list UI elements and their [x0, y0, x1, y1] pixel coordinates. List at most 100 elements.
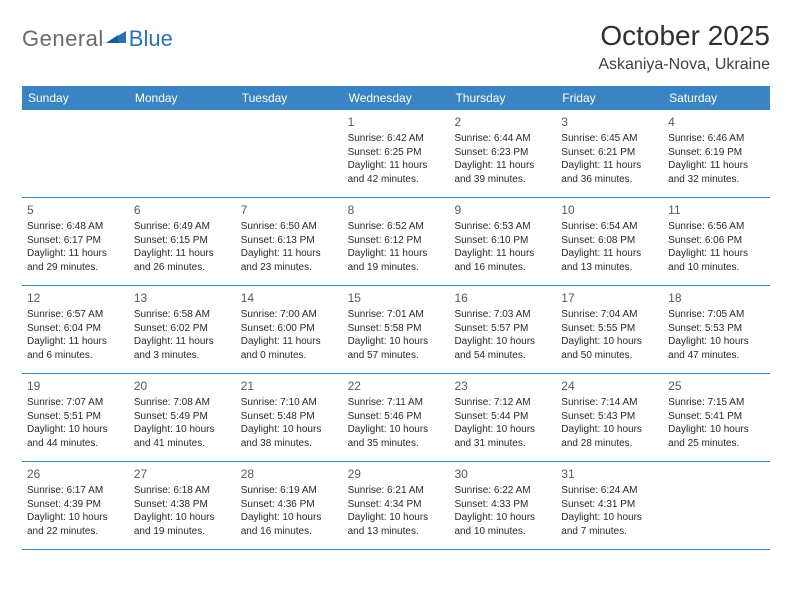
calendar-cell: 5 Sunrise: 6:48 AMSunset: 6:17 PMDaylight…: [22, 198, 129, 285]
sunrise-text: Sunrise: 7:14 AM: [561, 396, 658, 410]
daylight-text: Daylight: 10 hours and 31 minutes.: [454, 423, 551, 450]
daylight-text: Daylight: 11 hours and 42 minutes.: [348, 159, 445, 186]
calendar-cell: 16Sunrise: 7:03 AMSunset: 5:57 PMDayligh…: [449, 286, 556, 373]
calendar-cell: 19Sunrise: 7:07 AMSunset: 5:51 PMDayligh…: [22, 374, 129, 461]
day-number: 2: [454, 114, 551, 130]
calendar-cell: 31Sunrise: 6:24 AMSunset: 4:31 PMDayligh…: [556, 462, 663, 549]
sunrise-text: Sunrise: 6:17 AM: [27, 484, 124, 498]
calendar-cell: 3Sunrise: 6:45 AMSunset: 6:21 PMDaylight…: [556, 110, 663, 197]
daylight-text: Daylight: 11 hours and 10 minutes.: [668, 247, 765, 274]
sunset-text: Sunset: 4:33 PM: [454, 498, 551, 512]
daylight-text: Daylight: 11 hours and 6 minutes.: [27, 335, 124, 362]
sunset-text: Sunset: 5:41 PM: [668, 410, 765, 424]
sunrise-text: Sunrise: 6:58 AM: [134, 308, 231, 322]
day-number: 7: [241, 202, 338, 218]
sunset-text: Sunset: 6:23 PM: [454, 146, 551, 160]
calendar-cell: 14Sunrise: 7:00 AMSunset: 6:00 PMDayligh…: [236, 286, 343, 373]
calendar-header-row: Sunday Monday Tuesday Wednesday Thursday…: [22, 86, 770, 110]
calendar-cell: 22Sunrise: 7:11 AMSunset: 5:46 PMDayligh…: [343, 374, 450, 461]
sunset-text: Sunset: 5:49 PM: [134, 410, 231, 424]
daylight-text: Daylight: 11 hours and 13 minutes.: [561, 247, 658, 274]
calendar-cell: [22, 110, 129, 197]
sunset-text: Sunset: 6:19 PM: [668, 146, 765, 160]
daylight-text: Daylight: 10 hours and 7 minutes.: [561, 511, 658, 538]
calendar-cell: 23Sunrise: 7:12 AMSunset: 5:44 PMDayligh…: [449, 374, 556, 461]
calendar-row: 1Sunrise: 6:42 AMSunset: 6:25 PMDaylight…: [22, 110, 770, 198]
calendar-cell: 17Sunrise: 7:04 AMSunset: 5:55 PMDayligh…: [556, 286, 663, 373]
calendar-cell: 4Sunrise: 6:46 AMSunset: 6:19 PMDaylight…: [663, 110, 770, 197]
day-number: 8: [348, 202, 445, 218]
day-number: 18: [668, 290, 765, 306]
daylight-text: Daylight: 10 hours and 25 minutes.: [668, 423, 765, 450]
calendar-cell: 9Sunrise: 6:53 AMSunset: 6:10 PMDaylight…: [449, 198, 556, 285]
calendar-cell: 7 Sunrise: 6:50 AMSunset: 6:13 PMDaylight…: [236, 198, 343, 285]
daylight-text: Daylight: 11 hours and 0 minutes.: [241, 335, 338, 362]
calendar-row: 12Sunrise: 6:57 AMSunset: 6:04 PMDayligh…: [22, 286, 770, 374]
sunset-text: Sunset: 6:08 PM: [561, 234, 658, 248]
sunset-text: Sunset: 6:17 PM: [27, 234, 124, 248]
sunrise-text: Sunrise: 6:22 AM: [454, 484, 551, 498]
sunrise-text: Sunrise: 6:19 AM: [241, 484, 338, 498]
daylight-text: Daylight: 10 hours and 41 minutes.: [134, 423, 231, 450]
sunrise-text: Sunrise: 7:04 AM: [561, 308, 658, 322]
sunrise-text: Sunrise: 7:07 AM: [27, 396, 124, 410]
calendar: Sunday Monday Tuesday Wednesday Thursday…: [22, 86, 770, 550]
daylight-text: Daylight: 10 hours and 10 minutes.: [454, 511, 551, 538]
sunset-text: Sunset: 6:00 PM: [241, 322, 338, 336]
daylight-text: Daylight: 10 hours and 44 minutes.: [27, 423, 124, 450]
day-number: 5: [27, 202, 124, 218]
sunrise-text: Sunrise: 6:50 AM: [241, 220, 338, 234]
sunset-text: Sunset: 4:39 PM: [27, 498, 124, 512]
sunset-text: Sunset: 6:13 PM: [241, 234, 338, 248]
calendar-cell: [236, 110, 343, 197]
logo-triangle-icon: [106, 29, 126, 50]
sunrise-text: Sunrise: 6:18 AM: [134, 484, 231, 498]
calendar-cell: 2Sunrise: 6:44 AMSunset: 6:23 PMDaylight…: [449, 110, 556, 197]
sunset-text: Sunset: 6:02 PM: [134, 322, 231, 336]
calendar-row: 26Sunrise: 6:17 AMSunset: 4:39 PMDayligh…: [22, 462, 770, 550]
day-number: 25: [668, 378, 765, 394]
daylight-text: Daylight: 11 hours and 16 minutes.: [454, 247, 551, 274]
calendar-page: General Blue October 2025 Askaniya-Nova,…: [0, 0, 792, 570]
sunrise-text: Sunrise: 6:45 AM: [561, 132, 658, 146]
daylight-text: Daylight: 10 hours and 50 minutes.: [561, 335, 658, 362]
daylight-text: Daylight: 10 hours and 57 minutes.: [348, 335, 445, 362]
daylight-text: Daylight: 11 hours and 23 minutes.: [241, 247, 338, 274]
calendar-cell: 18Sunrise: 7:05 AMSunset: 5:53 PMDayligh…: [663, 286, 770, 373]
calendar-body: 1Sunrise: 6:42 AMSunset: 6:25 PMDaylight…: [22, 110, 770, 550]
day-number: 3: [561, 114, 658, 130]
day-number: 24: [561, 378, 658, 394]
sunrise-text: Sunrise: 6:48 AM: [27, 220, 124, 234]
day-number: 6: [134, 202, 231, 218]
sunrise-text: Sunrise: 6:42 AM: [348, 132, 445, 146]
daylight-text: Daylight: 10 hours and 38 minutes.: [241, 423, 338, 450]
weekday-header: Friday: [556, 86, 663, 110]
calendar-cell: [663, 462, 770, 549]
weekday-header: Saturday: [663, 86, 770, 110]
calendar-cell: 10Sunrise: 6:54 AMSunset: 6:08 PMDayligh…: [556, 198, 663, 285]
day-number: 27: [134, 466, 231, 482]
sunset-text: Sunset: 6:10 PM: [454, 234, 551, 248]
weekday-header: Wednesday: [343, 86, 450, 110]
calendar-cell: 27 Sunrise: 6:18 AMSunset: 4:38 PMDayligh…: [129, 462, 236, 549]
sunset-text: Sunset: 5:53 PM: [668, 322, 765, 336]
daylight-text: Daylight: 11 hours and 29 minutes.: [27, 247, 124, 274]
daylight-text: Daylight: 10 hours and 19 minutes.: [134, 511, 231, 538]
sunrise-text: Sunrise: 6:21 AM: [348, 484, 445, 498]
calendar-row: 5Sunrise: 6:48 AMSunset: 6:17 PMDaylight…: [22, 198, 770, 286]
daylight-text: Daylight: 10 hours and 16 minutes.: [241, 511, 338, 538]
day-number: 12: [27, 290, 124, 306]
day-number: 14: [241, 290, 338, 306]
sunrise-text: Sunrise: 7:08 AM: [134, 396, 231, 410]
page-title: October 2025: [598, 20, 770, 52]
sunrise-text: Sunrise: 6:52 AM: [348, 220, 445, 234]
sunset-text: Sunset: 6:21 PM: [561, 146, 658, 160]
sunset-text: Sunset: 4:36 PM: [241, 498, 338, 512]
daylight-text: Daylight: 10 hours and 47 minutes.: [668, 335, 765, 362]
day-number: 10: [561, 202, 658, 218]
sunrise-text: Sunrise: 7:10 AM: [241, 396, 338, 410]
sunset-text: Sunset: 4:38 PM: [134, 498, 231, 512]
sunset-text: Sunset: 5:43 PM: [561, 410, 658, 424]
weekday-header: Thursday: [449, 86, 556, 110]
day-number: 21: [241, 378, 338, 394]
